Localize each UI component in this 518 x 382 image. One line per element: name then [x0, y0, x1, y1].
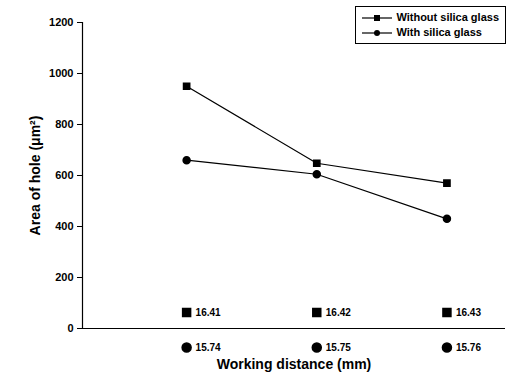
- svg-text:1200: 1200: [49, 16, 73, 28]
- svg-text:400: 400: [55, 220, 73, 232]
- svg-text:Area of hole (μm²): Area of hole (μm²): [27, 116, 43, 236]
- svg-text:16.42: 16.42: [326, 307, 351, 318]
- svg-text:Working distance (mm): Working distance (mm): [217, 356, 372, 372]
- svg-text:15.75: 15.75: [326, 342, 351, 353]
- svg-text:800: 800: [55, 118, 73, 130]
- svg-text:200: 200: [55, 271, 73, 283]
- svg-text:15.74: 15.74: [196, 342, 221, 353]
- svg-text:1000: 1000: [49, 67, 73, 79]
- svg-text:0: 0: [67, 322, 73, 334]
- html-text:With silica glass: With silica glass: [396, 26, 482, 38]
- html-text:Without silica glass: Without silica glass: [396, 11, 499, 23]
- svg-text:16.41: 16.41: [196, 307, 221, 318]
- svg-text:16.43: 16.43: [456, 307, 481, 318]
- svg-text:15.76: 15.76: [456, 342, 481, 353]
- svg-text:600: 600: [55, 169, 73, 181]
